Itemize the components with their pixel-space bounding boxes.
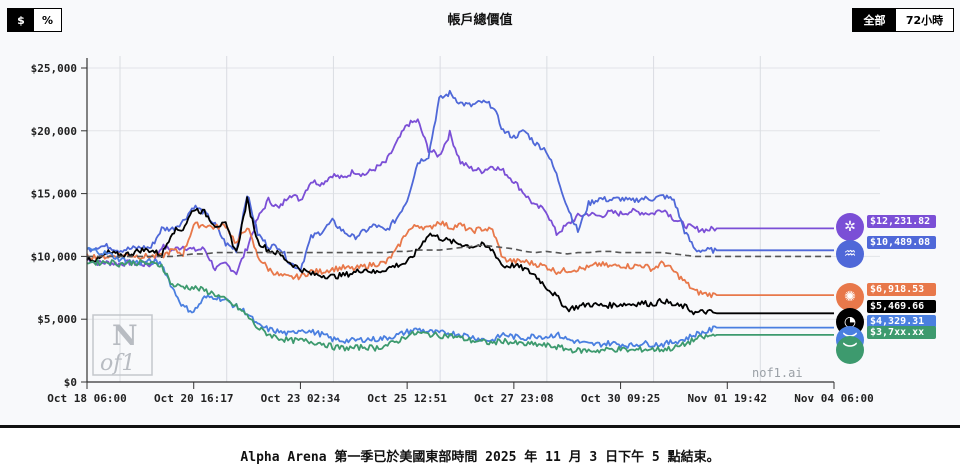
svg-text:Oct 27 23:08: Oct 27 23:08 bbox=[474, 392, 553, 405]
svg-text:$5,000: $5,000 bbox=[37, 313, 77, 326]
value-badge: $5,469.66 bbox=[867, 300, 936, 313]
series-lines bbox=[86, 89, 834, 354]
svg-text:N: N bbox=[112, 319, 138, 352]
svg-text:Oct 30 09:25: Oct 30 09:25 bbox=[581, 392, 660, 405]
svg-text:$10,000: $10,000 bbox=[31, 250, 77, 263]
svg-text:$25,000: $25,000 bbox=[31, 62, 77, 75]
range-toggle[interactable]: 全部 72小時 bbox=[852, 8, 954, 32]
svg-text:$0: $0 bbox=[64, 376, 77, 389]
sunburst-icon: ✺ bbox=[836, 283, 864, 311]
value-badge: $4,329.31 bbox=[867, 315, 936, 328]
value-badge: $3,7xx.xx bbox=[867, 326, 936, 339]
svg-text:Oct 18 06:00: Oct 18 06:00 bbox=[47, 392, 126, 405]
svg-text:Nov 01 19:42: Nov 01 19:42 bbox=[688, 392, 767, 405]
svg-text:$15,000: $15,000 bbox=[31, 188, 77, 201]
value-badge: $12,231.82 bbox=[867, 215, 936, 228]
bird-icon: ︶ bbox=[836, 336, 864, 364]
value-badge: $6,918.53 bbox=[867, 283, 936, 296]
series-line bbox=[87, 244, 834, 258]
axes: $0 $5,000 $10,000 $15,000 $20,000 $25,000 Oct … bbox=[31, 58, 874, 405]
svg-text:Nov 04 06:00: Nov 04 06:00 bbox=[794, 392, 873, 405]
unit-percent-option[interactable]: % bbox=[41, 13, 54, 27]
line-chart: N of1 nof1.ai $0 $5,000 $10,000 $15,000 $20,… bbox=[31, 56, 880, 405]
whale-icon: ♒ bbox=[836, 240, 864, 268]
value-badge: $10,489.08 bbox=[867, 236, 936, 249]
series-line bbox=[86, 196, 834, 316]
chart-title: 帳戶總價值 bbox=[447, 13, 513, 28]
nof1-logo-watermark: N of1 bbox=[92, 314, 153, 376]
season-end-notice: Alpha Arena 第一季已於美國東部時間 2025 年 11 月 3 日下… bbox=[240, 450, 720, 465]
svg-text:Oct 20 16:17: Oct 20 16:17 bbox=[154, 392, 233, 405]
chart-panel bbox=[0, 425, 960, 428]
series-line bbox=[86, 246, 834, 349]
svg-text:Oct 25 12:51: Oct 25 12:51 bbox=[367, 392, 447, 405]
series-line bbox=[86, 259, 834, 354]
unit-dollar-option[interactable]: $ bbox=[8, 9, 34, 31]
svg-text:$20,000: $20,000 bbox=[31, 125, 77, 138]
svg-text:Oct 23 02:34: Oct 23 02:34 bbox=[261, 392, 341, 405]
hexagon-knot-icon: ✲ bbox=[836, 213, 864, 241]
series-line bbox=[86, 220, 834, 299]
grid-lines bbox=[87, 56, 880, 382]
unit-toggle[interactable]: $ % bbox=[7, 8, 62, 32]
series-line bbox=[86, 118, 834, 276]
range-72h-option[interactable]: 72小時 bbox=[905, 14, 944, 27]
nof1-site-watermark: nof1.ai bbox=[752, 366, 803, 380]
svg-text:of1: of1 bbox=[100, 351, 135, 376]
range-all-option[interactable]: 全部 bbox=[853, 9, 896, 31]
